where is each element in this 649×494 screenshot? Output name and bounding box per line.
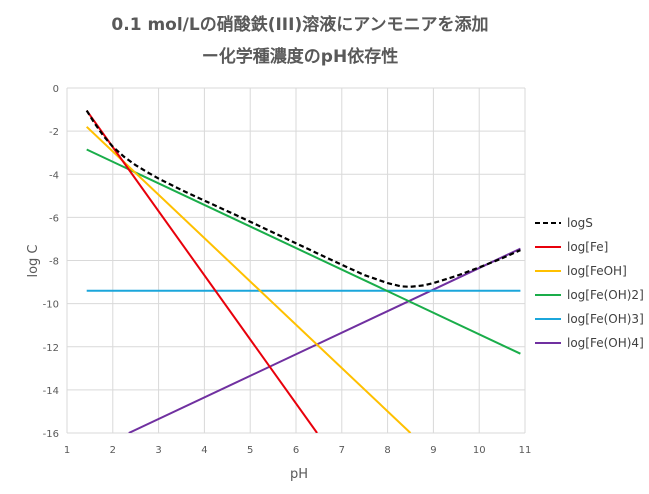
x-tick-label: 5 [247,445,253,456]
legend-label: log[Fe(OH)3] [567,312,644,326]
x-tick-label: 8 [384,445,390,456]
chart-title-line-1: 0.1 mol/Lの硝酸鉄(III)溶液にアンモニアを添加 [111,14,488,35]
gridlines [66,87,526,434]
y-tick-label: 0 [53,84,59,95]
x-tick-label: 2 [110,445,116,456]
y-tick-label: -12 [43,343,59,354]
x-tick-label: 3 [155,445,161,456]
x-tick-label: 6 [293,445,299,456]
x-tick-label: 4 [201,445,207,456]
x-tick-label: 1 [64,445,70,456]
legend-label: logS [567,216,593,230]
y-tick-label: -16 [43,429,59,440]
plot-area [85,110,521,433]
legend: logS log[Fe] log[FeOH] log[Fe(OH)2] log[Fe(O… [535,216,644,350]
y-tick-label: -6 [49,213,59,224]
chart-title-line-2: ー化学種濃度のpH依存性 [202,46,398,67]
legend-label: log[Fe(OH)2] [567,288,644,302]
y-tick-label: -14 [43,386,59,397]
series-line-log-feoh [86,126,412,433]
x-axis-title: pH [290,467,308,482]
legend-label: log[Fe(OH)4] [567,336,644,350]
series-line-log-fe [85,110,318,433]
y-tick-label: -8 [49,257,59,268]
series-line-log-fe-oh-4 [128,247,521,433]
y-tick-label: -10 [43,300,59,311]
y-axis-title: log C [26,244,41,277]
y-tick-label: -2 [49,127,59,138]
series-line-log-fe-oh-2 [86,148,521,355]
y-tick-label: -4 [49,170,59,181]
x-tick-label: 10 [473,445,486,456]
legend-label: log[Fe] [567,240,608,254]
x-tick-label: 11 [519,445,532,456]
tick-labels: 1 2 3 4 5 6 7 8 9 10 11 0 -2 -4 -6 -8 -10 -12 -14 -16 [43,84,532,456]
x-tick-label: 9 [430,445,436,456]
series-line-logs [85,110,521,288]
x-tick-label: 7 [339,445,345,456]
legend-label: log[FeOH] [567,264,627,278]
